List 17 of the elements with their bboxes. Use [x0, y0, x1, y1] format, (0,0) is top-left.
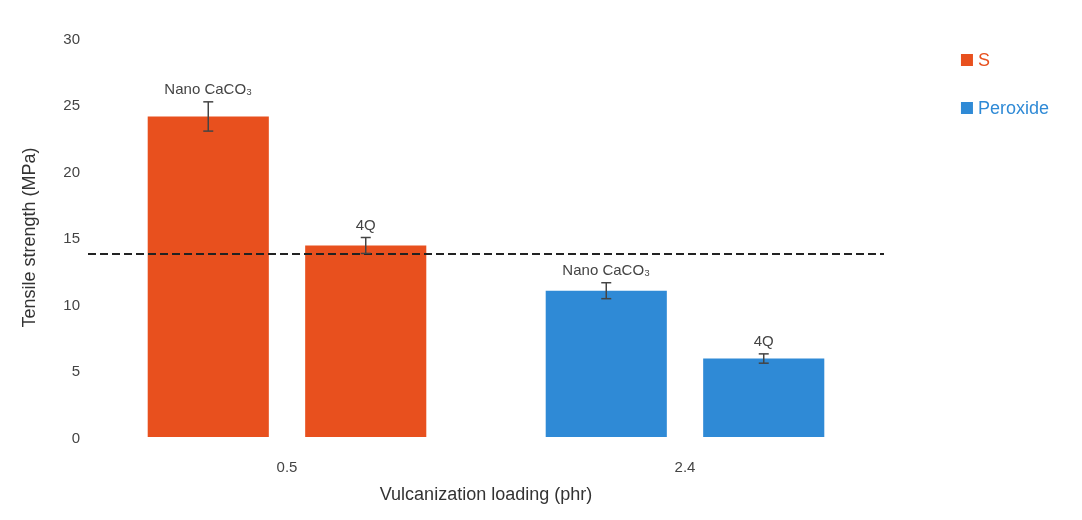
x-tick-label: 0.5	[276, 458, 298, 475]
annotation: Nano CaCO₃	[562, 260, 651, 278]
annotation: 4Q	[753, 331, 774, 349]
y-tick-label: 5	[71, 362, 80, 379]
x-axis-title: Vulcanization loading (phr)	[379, 484, 593, 504]
y-tick-label: 10	[63, 295, 80, 313]
y-tick-label: 30	[63, 29, 80, 47]
annotation: Nano CaCO₃	[164, 79, 253, 97]
legend-label: Peroxide	[977, 98, 1049, 118]
y-tick-label: 15	[63, 229, 80, 246]
y-axis-title: Tensile strength (MPa)	[19, 147, 39, 328]
x-tick-label: 2.4	[674, 458, 696, 475]
y-tick-label: 20	[63, 162, 80, 180]
annotation: 4Q	[355, 215, 376, 233]
legend-label: S	[977, 50, 990, 70]
y-tick-label: 25	[63, 96, 80, 113]
y-tick-label: 0	[71, 428, 80, 446]
